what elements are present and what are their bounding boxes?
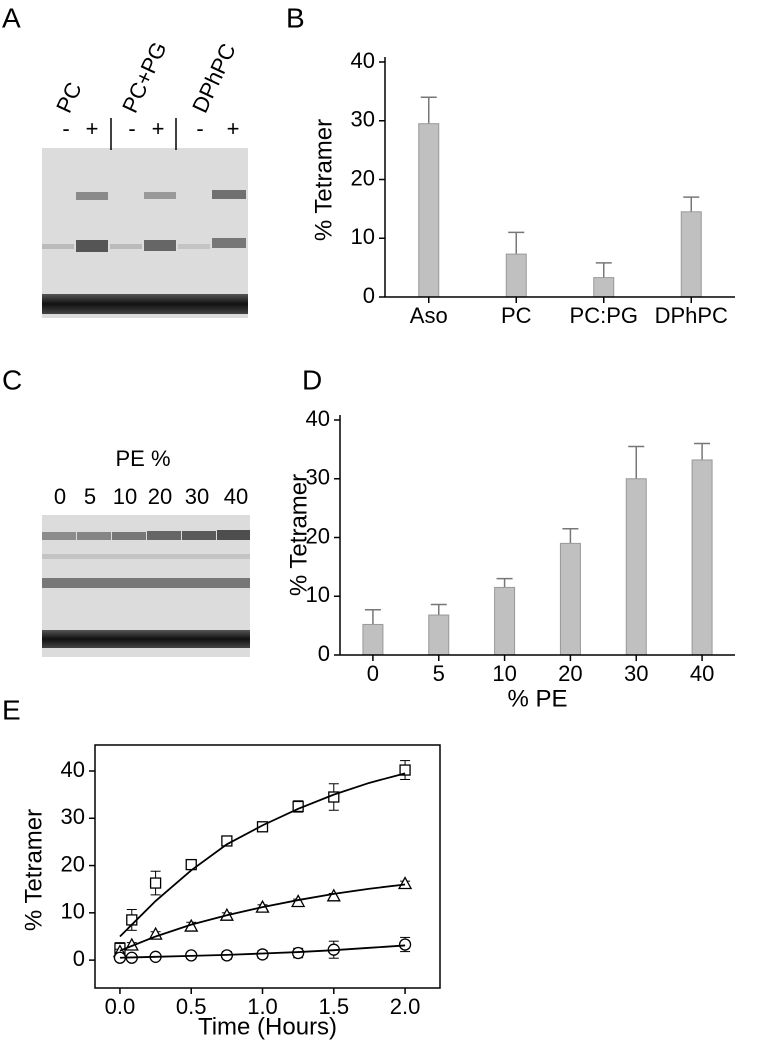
- sign: +: [227, 116, 240, 141]
- plot-frame: [94, 744, 441, 989]
- bar: [691, 459, 713, 656]
- x-tick-label: PC:PG: [570, 303, 638, 328]
- x-tick-label: 20: [558, 661, 582, 686]
- panel-label: B: [286, 2, 305, 33]
- x-tick-label: 0: [367, 661, 379, 686]
- y-tick-label: 10: [61, 899, 85, 924]
- panel-label: D: [302, 364, 322, 395]
- bar: [418, 123, 440, 298]
- y-tick-label: 10: [351, 224, 375, 249]
- fit-line: [119, 772, 406, 938]
- lane-label: 20: [148, 484, 172, 509]
- x-axis-label: % PE: [507, 685, 567, 712]
- panel-label: E: [2, 694, 21, 725]
- sign: -: [128, 116, 135, 141]
- y-axis-label: % Tetramer: [310, 119, 337, 241]
- y-tick-label: 20: [306, 523, 330, 548]
- x-tick-label: 10: [492, 661, 516, 686]
- marker: [126, 914, 138, 926]
- panel-label: A: [2, 2, 21, 33]
- y-tick-label: 40: [61, 757, 85, 782]
- x-tick-label: 5: [433, 661, 445, 686]
- sign: +: [86, 116, 99, 141]
- y-tick-label: 0: [73, 946, 85, 971]
- bar: [428, 614, 450, 656]
- x-tick-label: 0.5: [176, 994, 207, 1019]
- y-tick-label: 20: [61, 851, 85, 876]
- marker: [149, 877, 162, 889]
- lane-label: 0: [54, 484, 66, 509]
- sign: -: [196, 116, 203, 141]
- bar: [559, 542, 581, 656]
- y-tick-label: 10: [306, 582, 330, 607]
- bar: [680, 211, 702, 298]
- y-axis-label: % Tetramer: [20, 809, 47, 931]
- y-axis-label: % Tetramer: [285, 474, 312, 596]
- lane-label: 10: [113, 484, 137, 509]
- x-tick-label: 30: [624, 661, 648, 686]
- y-tick-label: 40: [351, 48, 375, 73]
- bar: [593, 277, 615, 298]
- lane-label: 40: [224, 484, 248, 509]
- x-tick-label: 1.0: [247, 994, 278, 1019]
- x-tick-label: 1.5: [318, 994, 349, 1019]
- x-tick-label: 2.0: [390, 994, 421, 1019]
- y-tick-label: 0: [318, 641, 330, 666]
- lane-label: PC: [51, 78, 87, 116]
- gel-title: PE %: [115, 446, 170, 471]
- lane-label: 5: [84, 484, 96, 509]
- gel-c: [42, 515, 250, 657]
- bar: [494, 586, 516, 656]
- x-axis-label: Time (Hours): [198, 1013, 337, 1040]
- sign: -: [62, 116, 69, 141]
- x-tick-label: Aso: [410, 303, 448, 328]
- y-tick-label: 30: [61, 804, 85, 829]
- sign: +: [152, 116, 165, 141]
- bar: [362, 623, 384, 656]
- x-tick-label: PC: [501, 303, 532, 328]
- y-tick-label: 0: [363, 283, 375, 308]
- fit-line: [119, 944, 406, 959]
- marker: [256, 821, 269, 833]
- x-tick-label: 0.0: [105, 994, 136, 1019]
- bar: [505, 253, 527, 298]
- y-tick-label: 20: [351, 165, 375, 190]
- lane-label: PC+PG: [117, 38, 171, 117]
- y-tick-label: 30: [351, 107, 375, 132]
- lane-label: DPhPC: [187, 39, 241, 116]
- marker: [399, 764, 411, 776]
- fit-line: [119, 883, 406, 952]
- lane-label: 30: [185, 484, 209, 509]
- x-tick-label: DPhPC: [655, 303, 728, 328]
- marker: [397, 876, 413, 890]
- panel-label: C: [2, 364, 22, 395]
- marker: [398, 938, 412, 951]
- x-tick-label: 40: [690, 661, 714, 686]
- y-tick-label: 30: [306, 465, 330, 490]
- gel-a: [42, 118, 248, 318]
- bar: [625, 478, 647, 656]
- y-tick-label: 40: [306, 406, 330, 431]
